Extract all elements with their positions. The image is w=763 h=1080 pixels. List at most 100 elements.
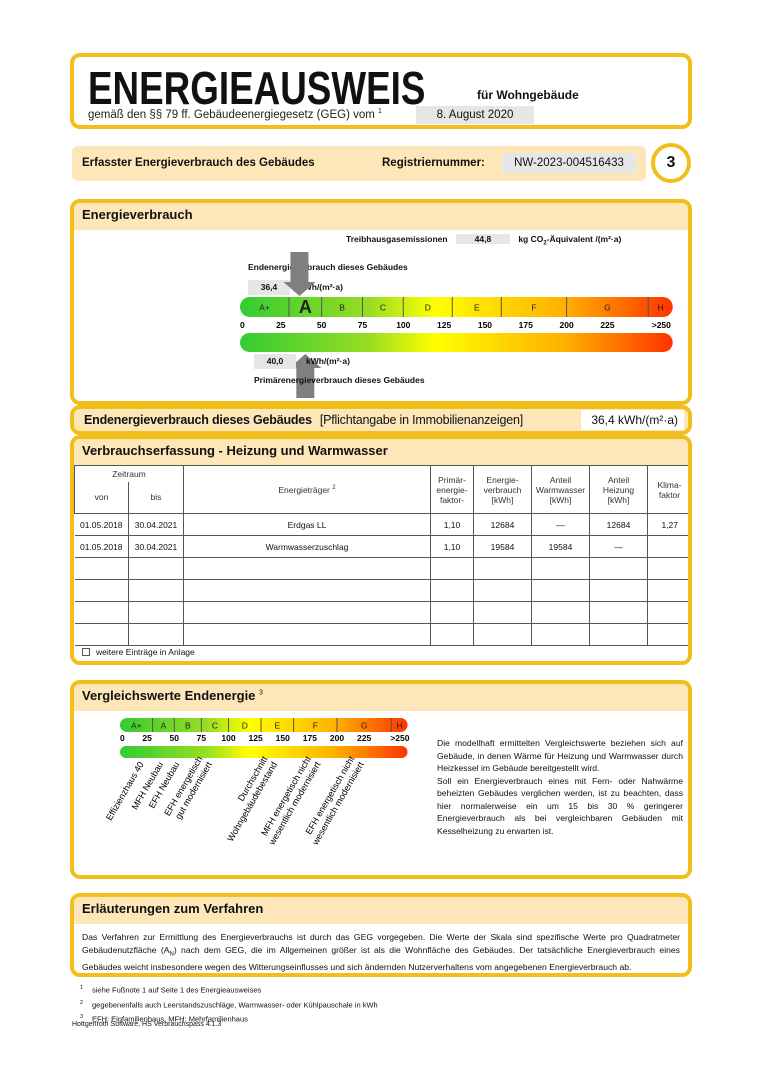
ghg-unit-sub: 2 bbox=[543, 240, 547, 247]
explanation-sub: N bbox=[169, 951, 174, 958]
table-cell: 12684 bbox=[589, 513, 648, 536]
ghg-unit-pre: kg CO bbox=[518, 234, 544, 244]
mandatory-note: [Pflichtangabe in Immobilienanzeigen] bbox=[319, 413, 523, 427]
reg-label: Registriernummer: bbox=[382, 157, 485, 169]
software-credit: Hottgenroth Software, HS Verbrauchspass … bbox=[72, 1021, 222, 1028]
class-label-A: A bbox=[161, 721, 167, 731]
comparison-text-1: Die modellhaft ermittelten Vergleichswer… bbox=[437, 738, 683, 773]
table-cell bbox=[183, 601, 431, 624]
tick-label: 25 bbox=[142, 733, 152, 743]
empty-table-row bbox=[74, 623, 688, 646]
table-cell: 1,10 bbox=[430, 513, 474, 536]
comparison-scale: A+ A B C D E F G H0 25 50 75 100 125 150 175 200 225 >250E… bbox=[104, 718, 410, 847]
law-date: 8. August 2020 bbox=[416, 106, 534, 124]
class-bar bbox=[120, 718, 408, 732]
class-label-A: A bbox=[299, 297, 312, 317]
table-cell bbox=[74, 557, 129, 580]
class-label-G: G bbox=[604, 303, 611, 313]
mandatory-row: Endenergieverbrauch dieses Gebäudes [Pfl… bbox=[74, 409, 688, 431]
table-cell: Erdgas LL bbox=[183, 513, 431, 536]
primary-label: Primärenergieverbrauch dieses Gebäudes bbox=[254, 375, 425, 385]
class-label-D: D bbox=[425, 303, 431, 313]
table-cell bbox=[589, 623, 648, 646]
final-unit: kWh/(m²·a) bbox=[299, 282, 343, 292]
table-cell bbox=[430, 601, 474, 624]
explanation-text-a: Das Verfahren zur Ermittlung des Energie… bbox=[82, 932, 680, 955]
table-cell: Warmwasserzuschlag bbox=[183, 535, 431, 558]
page-number-badge: 3 bbox=[651, 143, 691, 183]
table-cell bbox=[473, 601, 532, 624]
table-cell bbox=[473, 623, 532, 646]
tick-label: 75 bbox=[197, 733, 207, 743]
primary-unit: kWh/(m²·a) bbox=[306, 356, 350, 366]
table-cell bbox=[589, 579, 648, 602]
footnote: 3 EFH: Einfamilienhaus, MFH: Mehrfamilien… bbox=[80, 1011, 378, 1026]
explanation-header: Erläuterungen zum Verfahren bbox=[74, 897, 688, 924]
more-entries: weitere Einträge in Anlage bbox=[82, 647, 195, 657]
table-cell: 1,10 bbox=[430, 535, 474, 558]
tick-label: 25 bbox=[276, 320, 286, 330]
primary-energy-arrow bbox=[289, 354, 322, 398]
footnote-text: siehe Fußnote 1 auf Seite 1 des Energiea… bbox=[92, 985, 262, 995]
comparison-text: Die modellhaft ermittelten Vergleichswer… bbox=[437, 737, 683, 837]
table-row: 01.05.2018 30.04.2021 Erdgas LL 1,10 12684—1… bbox=[74, 513, 688, 536]
more-entries-checkbox[interactable] bbox=[82, 648, 90, 656]
class-label-A+: A+ bbox=[131, 721, 142, 731]
class-label-D: D bbox=[242, 721, 248, 731]
more-entries-label: weitere Einträge in Anlage bbox=[96, 647, 195, 657]
comparison-footnote: 3 bbox=[259, 689, 263, 697]
title-box: ENERGIEAUSWEIS für Wohngebäude gemäß den… bbox=[70, 53, 692, 129]
class-label-F: F bbox=[313, 721, 318, 731]
tick-label: 100 bbox=[396, 320, 410, 330]
footnote-number: 3 bbox=[80, 1014, 84, 1020]
table-cell bbox=[531, 557, 590, 580]
class-label-C: C bbox=[380, 303, 386, 313]
footnote: 2 gegebenenfalls auch Leerstandszuschläge… bbox=[80, 997, 378, 1012]
comparison-text-2: Soll ein Energieverbrauch eines mit Fern… bbox=[437, 775, 683, 836]
section-label: Erfasster Energieverbrauch des Gebäudes bbox=[82, 157, 315, 169]
primary-value: 40,0 bbox=[254, 354, 296, 369]
table-cell: 30.04.2021 bbox=[128, 535, 184, 558]
class-label-B: B bbox=[339, 303, 345, 313]
table-cell bbox=[647, 601, 688, 624]
tick-label: 150 bbox=[276, 733, 290, 743]
table-cell bbox=[128, 601, 184, 624]
comparison-box: Vergleichswerte Endenergie 3 A+ A B C D E F G H 0… bbox=[70, 680, 692, 879]
footnote-number: 1 bbox=[80, 985, 84, 991]
class-bar bbox=[240, 297, 673, 317]
footnote-text: gegebenenfalls auch Leerstandszuschläge,… bbox=[92, 1000, 378, 1009]
page-title: ENERGIEAUSWEIS bbox=[88, 62, 426, 114]
consumption-table: Zeitraum Energieträger 2 Primär- energie… bbox=[74, 465, 688, 646]
tick-label: 125 bbox=[437, 320, 451, 330]
law-text: gemäß den §§ 79 ff. Gebäudeenergiegesetz… bbox=[88, 108, 382, 121]
table-cell: 1,27 bbox=[647, 513, 688, 536]
carrier-header: Energieträger 2 bbox=[183, 465, 431, 514]
tick-label: 150 bbox=[478, 320, 492, 330]
energy-scale: A+ A B C D E F G H 0 25 50 75 100 125 150 175 200 225 >250 bbox=[240, 252, 673, 398]
gradient-bar bbox=[240, 333, 673, 352]
explanation-box: Erläuterungen zum Verfahren Das Verfahre… bbox=[70, 893, 692, 977]
table-cell bbox=[473, 557, 532, 580]
final-label: Endenergieverbrauch dieses Gebäudes bbox=[248, 262, 408, 272]
period-header: Zeitraum bbox=[74, 465, 184, 482]
footnote: 1 siehe Fußnote 1 auf Seite 1 des Energie… bbox=[80, 982, 378, 997]
table-cell bbox=[183, 557, 431, 580]
table-cell bbox=[531, 579, 590, 602]
section-bar: Erfasster Energieverbrauch des Gebäudes … bbox=[72, 146, 646, 181]
tick-label: 175 bbox=[519, 320, 533, 330]
tick-label: 0 bbox=[240, 320, 245, 330]
mandatory-value: 36,4 kWh/(m²·a) bbox=[581, 410, 684, 430]
final-value: 36,4 bbox=[248, 280, 290, 295]
tick-label: 175 bbox=[303, 733, 317, 743]
table-cell: 01.05.2018 bbox=[74, 513, 129, 536]
table-cell bbox=[531, 601, 590, 624]
table-cell bbox=[183, 623, 431, 646]
consumption-header-col: Energie- verbrauch [kWh] bbox=[473, 465, 532, 514]
table-cell bbox=[647, 579, 688, 602]
ghg-label: Treibhausgasemissionen bbox=[346, 234, 448, 244]
table-cell bbox=[531, 623, 590, 646]
tick-label: 225 bbox=[357, 733, 371, 743]
gradient-bar bbox=[120, 746, 408, 758]
class-label-G: G bbox=[361, 721, 368, 731]
class-label-E: E bbox=[474, 303, 480, 313]
